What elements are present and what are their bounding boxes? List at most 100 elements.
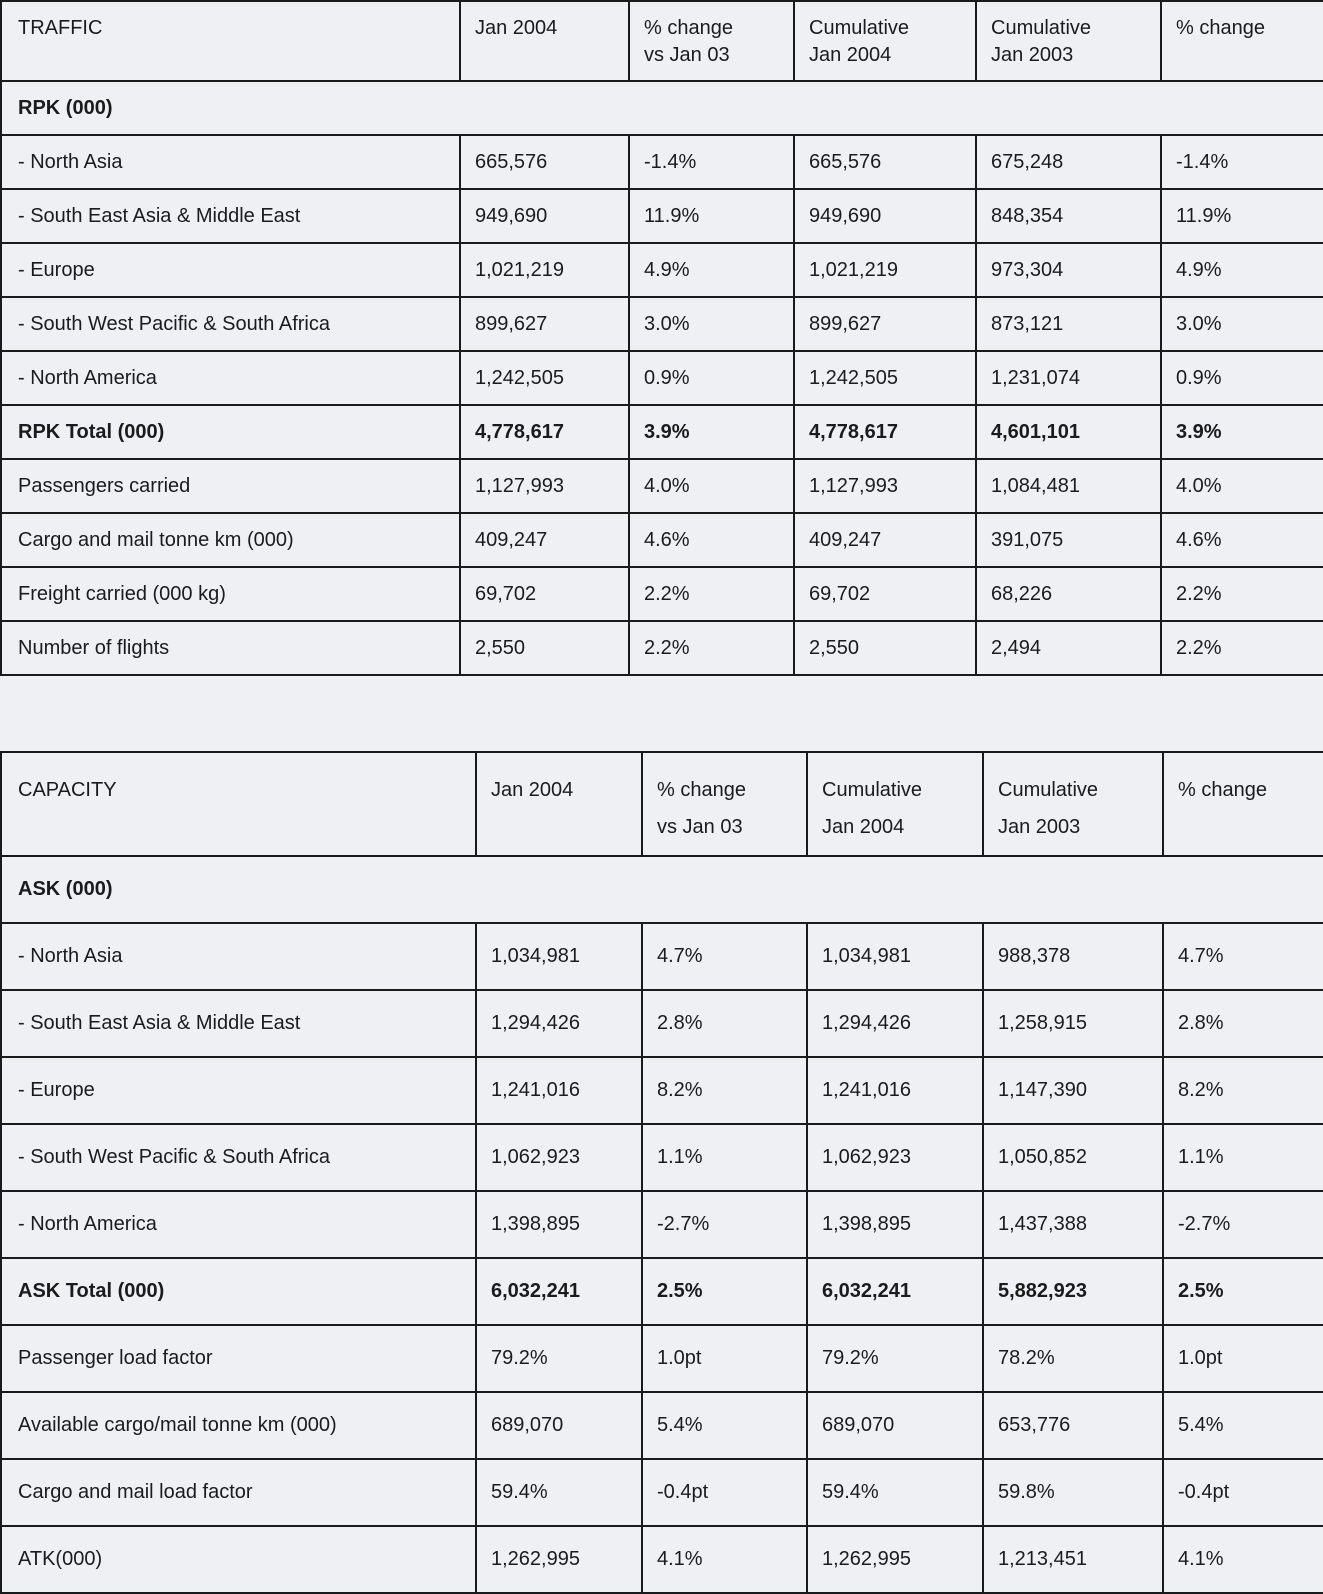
column-header-jan2004: Jan 2004	[475, 751, 643, 857]
column-header-capacity: CAPACITY	[0, 751, 477, 857]
table-row: - Europe 1,241,016 8.2% 1,241,016 1,147,…	[0, 1056, 1323, 1125]
value-cell: 949,690	[459, 188, 630, 244]
value-cell: -1.4%	[1160, 134, 1323, 190]
value-cell: 1,294,426	[475, 989, 643, 1058]
value-cell: 59.4%	[806, 1458, 984, 1527]
value-cell: 11.9%	[628, 188, 795, 244]
table-row: Number of flights 2,550 2.2% 2,550 2,494…	[0, 620, 1323, 676]
column-header-pct-change: % change	[1160, 0, 1323, 82]
value-cell: 4.0%	[628, 458, 795, 514]
value-cell: 4,778,617	[793, 404, 977, 460]
section-label: RPK (000)	[0, 80, 1323, 136]
value-cell: 59.4%	[475, 1458, 643, 1527]
header-line: vs Jan 03	[657, 816, 743, 838]
value-cell: -2.7%	[641, 1190, 808, 1259]
header-line: Cumulative	[822, 779, 923, 801]
row-label: - South East Asia & Middle East	[0, 188, 461, 244]
value-cell: 5.4%	[641, 1391, 808, 1460]
value-cell: 973,304	[975, 242, 1162, 298]
value-cell: 59.8%	[982, 1458, 1164, 1527]
table-gap	[0, 676, 1323, 751]
value-cell: 665,576	[793, 134, 977, 190]
value-cell: 1,262,995	[806, 1525, 984, 1594]
column-header-pct-change-vs: % change vs Jan 03	[641, 751, 808, 857]
value-cell: 1,398,895	[475, 1190, 643, 1259]
value-cell: 1,034,981	[475, 922, 643, 991]
value-cell: 3.9%	[628, 404, 795, 460]
value-cell: 79.2%	[806, 1324, 984, 1393]
value-cell: 4.0%	[1160, 458, 1323, 514]
value-cell: 1,127,993	[459, 458, 630, 514]
table-row: Cargo and mail load factor 59.4% -0.4pt …	[0, 1458, 1323, 1527]
value-cell: 1,050,852	[982, 1123, 1164, 1192]
value-cell: 873,121	[975, 296, 1162, 352]
value-cell: 1,241,016	[475, 1056, 643, 1125]
value-cell: 949,690	[793, 188, 977, 244]
header-line: CAPACITY	[18, 779, 117, 801]
value-cell: 4.6%	[628, 512, 795, 568]
value-cell: 1.1%	[641, 1123, 808, 1192]
row-label: - South West Pacific & South Africa	[0, 1123, 477, 1192]
row-label: ASK Total (000)	[0, 1257, 477, 1326]
row-label: - South West Pacific & South Africa	[0, 296, 461, 352]
value-cell: 653,776	[982, 1391, 1164, 1460]
header-line: Cumulative	[998, 779, 1099, 801]
row-label: Available cargo/mail tonne km (000)	[0, 1391, 477, 1460]
value-cell: 1.1%	[1162, 1123, 1323, 1192]
value-cell: 1,258,915	[982, 989, 1164, 1058]
value-cell: 78.2%	[982, 1324, 1164, 1393]
value-cell: 4.9%	[628, 242, 795, 298]
table-row: Available cargo/mail tonne km (000) 689,…	[0, 1391, 1323, 1460]
value-cell: 8.2%	[641, 1056, 808, 1125]
row-label: - North Asia	[0, 922, 477, 991]
section-row: RPK (000)	[0, 80, 1323, 136]
value-cell: 665,576	[459, 134, 630, 190]
section-row: ASK (000)	[0, 855, 1323, 924]
value-cell: 1,062,923	[475, 1123, 643, 1192]
table-row: - South East Asia & Middle East 1,294,42…	[0, 989, 1323, 1058]
value-cell: 1,231,074	[975, 350, 1162, 406]
value-cell: 2,494	[975, 620, 1162, 676]
value-cell: 8.2%	[1162, 1056, 1323, 1125]
column-header-cumulative-2003: Cumulative Jan 2003	[975, 0, 1162, 82]
value-cell: 675,248	[975, 134, 1162, 190]
value-cell: 2.5%	[1162, 1257, 1323, 1326]
capacity-header-row: CAPACITY Jan 2004 % change vs Jan 03 Cumu…	[0, 751, 1323, 857]
table-row: - South West Pacific & South Africa 899,…	[0, 296, 1323, 352]
value-cell: 2.8%	[641, 989, 808, 1058]
row-label: Passenger load factor	[0, 1324, 477, 1393]
value-cell: 848,354	[975, 188, 1162, 244]
value-cell: 409,247	[459, 512, 630, 568]
header-line: Jan 2004	[809, 44, 892, 66]
value-cell: 1,242,505	[459, 350, 630, 406]
row-label: Cargo and mail load factor	[0, 1458, 477, 1527]
header-line: Jan 2003	[998, 816, 1081, 838]
table-row: Freight carried (000 kg) 69,702 2.2% 69,…	[0, 566, 1323, 622]
value-cell: 988,378	[982, 922, 1164, 991]
value-cell: 2.2%	[1160, 566, 1323, 622]
value-cell: 689,070	[475, 1391, 643, 1460]
value-cell: 2,550	[793, 620, 977, 676]
header-line: Cumulative	[809, 17, 910, 39]
value-cell: 1,021,219	[793, 242, 977, 298]
column-header-cumulative-2003: Cumulative Jan 2003	[982, 751, 1164, 857]
value-cell: 3.0%	[1160, 296, 1323, 352]
value-cell: -0.4pt	[1162, 1458, 1323, 1527]
value-cell: 1,213,451	[982, 1525, 1164, 1594]
value-cell: 689,070	[806, 1391, 984, 1460]
section-label: ASK (000)	[0, 855, 1323, 924]
value-cell: 2.8%	[1162, 989, 1323, 1058]
value-cell: 6,032,241	[475, 1257, 643, 1326]
header-line: vs Jan 03	[644, 44, 730, 66]
table-row: - North America 1,398,895 -2.7% 1,398,89…	[0, 1190, 1323, 1259]
value-cell: 3.0%	[628, 296, 795, 352]
value-cell: 1,034,981	[806, 922, 984, 991]
value-cell: 409,247	[793, 512, 977, 568]
column-header-jan2004: Jan 2004	[459, 0, 630, 82]
value-cell: 2,550	[459, 620, 630, 676]
value-cell: 0.9%	[628, 350, 795, 406]
header-line: Jan 2004	[822, 816, 905, 838]
column-header-cumulative-2004: Cumulative Jan 2004	[793, 0, 977, 82]
value-cell: 2.2%	[628, 620, 795, 676]
